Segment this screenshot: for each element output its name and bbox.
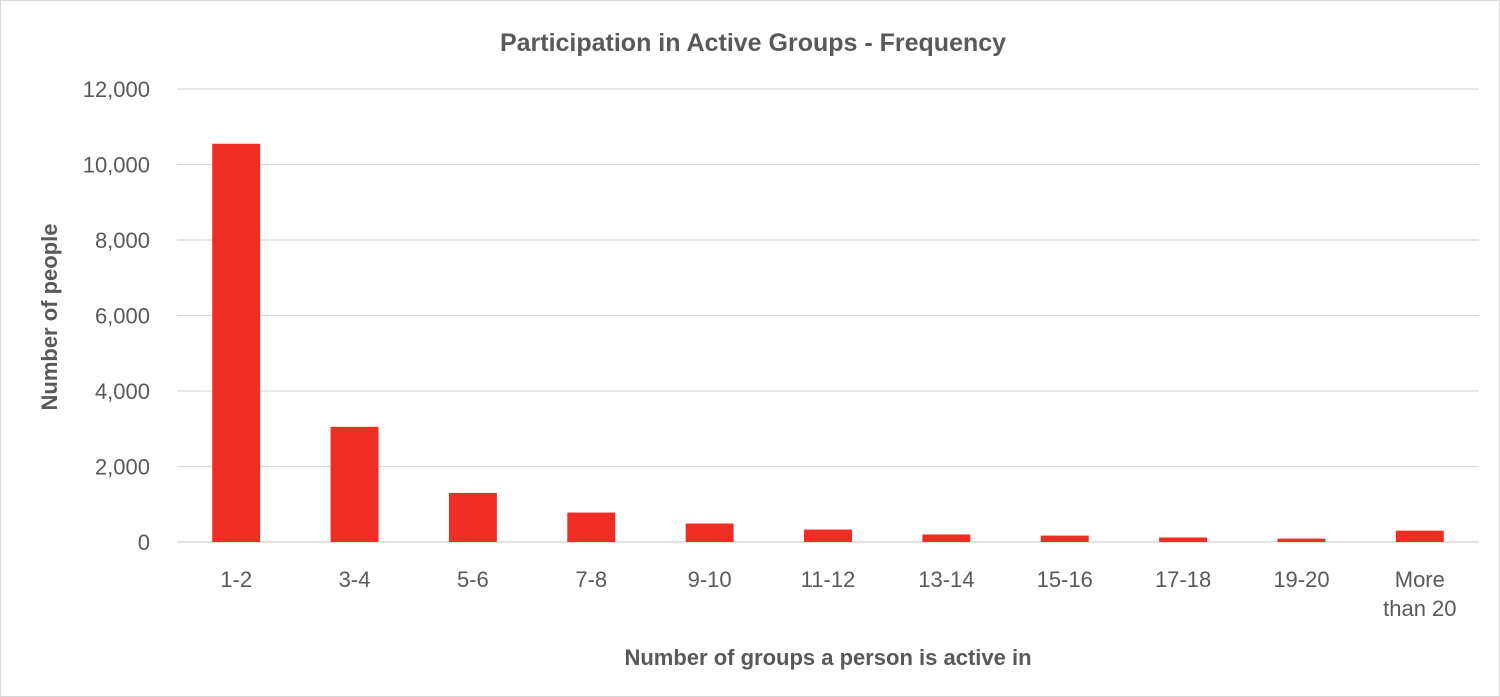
bar bbox=[567, 512, 616, 542]
x-tick-label: 9-10 bbox=[688, 567, 732, 592]
gridlines bbox=[177, 88, 1479, 543]
y-axis-ticks: 0 2,000 4,000 6,000 8,000 10,000 12,000 bbox=[83, 77, 150, 555]
bar bbox=[1159, 537, 1208, 542]
y-tick-label: 2,000 bbox=[95, 455, 150, 480]
x-tick-label: More than 20 bbox=[1383, 567, 1456, 621]
x-tick-label: 5-6 bbox=[457, 567, 489, 592]
y-tick-label: 10,000 bbox=[83, 153, 150, 178]
bar bbox=[212, 143, 261, 543]
x-axis-ticks: 1-2 3-4 5-6 7-8 9-10 11-12 13-14 15-16 17-18 19-2… bbox=[220, 567, 1456, 621]
y-tick-label: 4,000 bbox=[95, 379, 150, 404]
bars bbox=[212, 143, 1444, 543]
chart-title: Participation in Active Groups - Frequen… bbox=[500, 29, 1006, 57]
y-tick-label: 12,000 bbox=[83, 77, 150, 102]
y-axis-title: Number of people bbox=[37, 223, 62, 410]
x-tick-label: 17-18 bbox=[1155, 567, 1211, 592]
bar bbox=[804, 529, 852, 542]
bar bbox=[1040, 535, 1089, 542]
bar bbox=[685, 523, 734, 542]
x-tick-label: 13-14 bbox=[918, 567, 974, 592]
x-tick-label: 3-4 bbox=[339, 567, 371, 592]
x-tick-label: 15-16 bbox=[1037, 567, 1093, 592]
x-tick-label: 7-8 bbox=[575, 567, 607, 592]
x-tick-label: 11-12 bbox=[801, 567, 856, 592]
y-tick-label: 8,000 bbox=[95, 228, 150, 253]
x-axis-title: Number of groups a person is active in bbox=[624, 645, 1031, 670]
bar bbox=[330, 426, 379, 542]
y-tick-label: 6,000 bbox=[95, 304, 150, 329]
x-tick-label: 1-2 bbox=[220, 567, 252, 592]
x-tick-label: 19-20 bbox=[1273, 567, 1329, 592]
bar bbox=[922, 534, 971, 542]
y-tick-label: 0 bbox=[138, 530, 150, 555]
bar bbox=[448, 492, 497, 542]
bar bbox=[1277, 538, 1326, 542]
bar bbox=[1395, 530, 1444, 542]
